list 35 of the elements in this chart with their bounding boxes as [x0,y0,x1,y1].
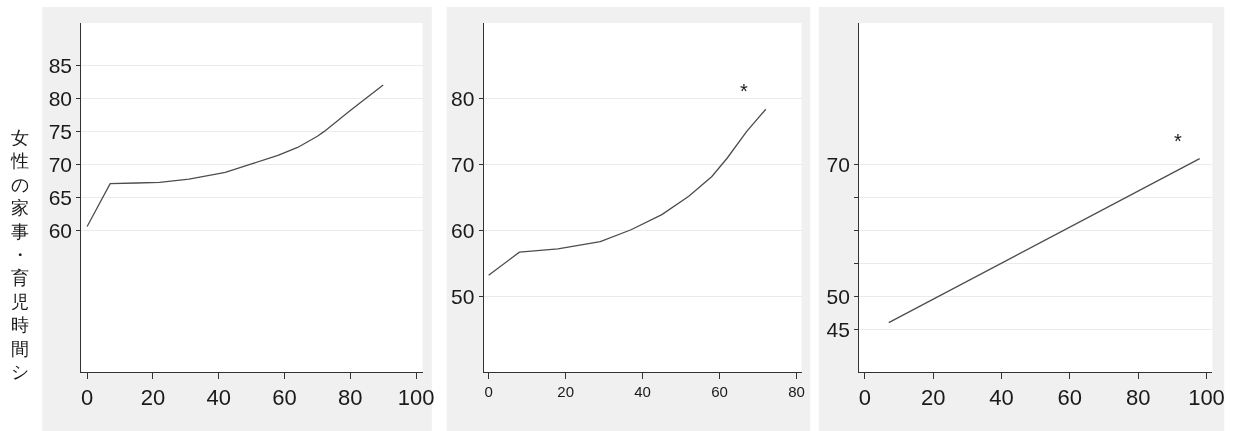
y-tick-label: 70 [451,152,475,176]
y-tick-label: 65 [48,185,73,209]
x-tick-label: 60 [711,383,728,400]
y-tick-label: 70 [48,152,73,176]
line-series [86,84,384,228]
y-tick-label: 50 [826,284,850,308]
y-tick-label: 80 [48,87,73,111]
x-tick-label: 40 [634,383,651,400]
x-tick-label: 0 [484,383,493,400]
y-tick-label: 50 [451,284,475,308]
x-tick-label: 0 [858,385,871,411]
text: 女性の家事・育児時間シ [11,128,29,382]
y-tick-label: 70 [826,152,850,176]
x-tick-label: 40 [989,385,1014,411]
y-tick-label: 60 [48,218,73,242]
x-tick-label: 20 [557,383,574,400]
line-series [487,108,767,276]
annotation: * [740,80,748,102]
x-tick-label: 40 [206,385,231,411]
y-tick-label: 75 [48,120,73,143]
x-tick-label: 80 [338,385,363,411]
x-tick-label: 80 [788,383,805,400]
x-tick-label: 20 [920,385,946,411]
y-tick-label: 80 [451,87,475,111]
y-tick-label: 45 [826,317,850,341]
y-tick-label: 85 [48,54,73,78]
x-tick-label: 20 [140,385,166,411]
x-tick-label: 100 [1188,385,1225,411]
x-tick-label: 60 [1057,385,1083,411]
x-tick-label: 80 [1125,385,1151,411]
y-tick-label: 60 [451,218,475,242]
x-tick-label: 0 [81,385,94,411]
x-tick-label: 100 [397,385,435,411]
annotation: * [1174,130,1182,152]
x-tick-label: 60 [272,385,297,411]
